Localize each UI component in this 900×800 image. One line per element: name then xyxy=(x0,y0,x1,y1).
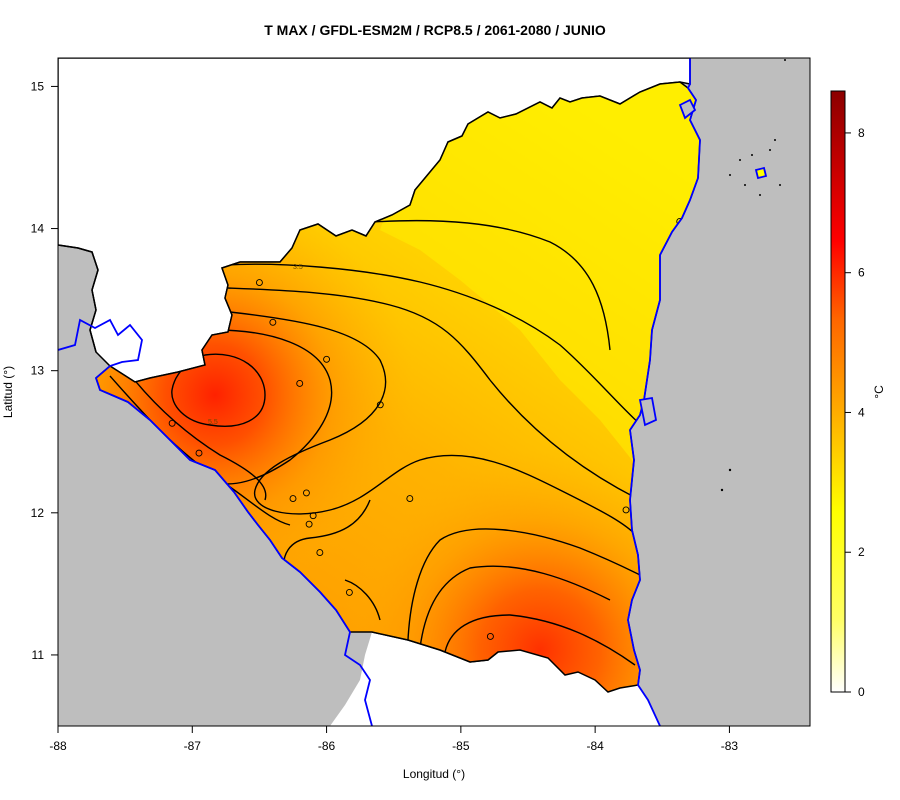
colorbar-gradient xyxy=(830,90,846,693)
station-marker xyxy=(323,355,331,363)
station-marker xyxy=(486,633,494,640)
contour-line xyxy=(209,329,333,485)
contour-line xyxy=(224,263,661,441)
colorbar-tick-label: 2 xyxy=(858,545,865,559)
plot-frame xyxy=(57,57,811,727)
station-marker xyxy=(406,495,414,503)
station-marker xyxy=(309,512,317,520)
colorbar-tick-label: 0 xyxy=(858,685,865,699)
colorbar-tick-label: 8 xyxy=(858,126,865,140)
contour-line xyxy=(227,287,641,501)
contour-line xyxy=(419,565,611,649)
contour-label: 3.5 xyxy=(293,264,303,271)
colorbar-tick-label: 6 xyxy=(858,266,865,280)
x-tick-label: -83 xyxy=(721,739,739,753)
y-tick-label: 11 xyxy=(32,648,45,662)
x-tick-label: -85 xyxy=(452,739,470,753)
y-tick-label: 13 xyxy=(31,364,45,378)
contour-line xyxy=(444,614,636,666)
station-marker xyxy=(255,279,263,287)
y-axis-label: Latitud (°) xyxy=(1,366,15,418)
contour-line xyxy=(344,579,381,621)
x-tick-label: -88 xyxy=(49,739,67,753)
y-axis: 11 12 13 14 15 xyxy=(31,79,58,662)
contour-line xyxy=(407,528,641,641)
station-marker xyxy=(168,419,176,427)
colorbar-ticks: 0 2 4 6 8 xyxy=(845,126,865,699)
x-tick-label: -84 xyxy=(586,739,604,753)
map-title: T MAX / GFDL-ESM2M / RCP8.5 / 2061-2080 … xyxy=(264,22,606,38)
colorbar-tick-label: 4 xyxy=(858,405,865,419)
y-tick-label: 12 xyxy=(31,506,45,520)
cays xyxy=(720,59,786,492)
contour-line xyxy=(127,371,267,501)
x-axis: -88 -87 -86 -85 -84 -83 xyxy=(49,726,738,753)
contour-line xyxy=(171,353,266,427)
station-marker xyxy=(269,318,277,326)
map-plot-area: 3.5 5.5 xyxy=(58,58,810,726)
contour-line xyxy=(283,499,371,576)
contour-label: 5.5 xyxy=(208,419,218,426)
y-tick-label: 15 xyxy=(31,79,45,93)
station-marker xyxy=(622,506,630,514)
contour-line xyxy=(229,311,641,541)
station-marker xyxy=(345,588,353,596)
station-marker xyxy=(289,495,297,503)
station-marker xyxy=(302,489,310,497)
station-marker xyxy=(305,520,313,528)
costa-rica-region xyxy=(330,632,660,726)
x-axis-label: Longitud (°) xyxy=(403,767,465,781)
station-marker xyxy=(376,401,384,409)
colorbar: 0 2 4 6 8 °C xyxy=(830,90,886,699)
station-marker xyxy=(195,449,203,457)
station-marker xyxy=(316,549,324,557)
colorbar-unit-label: °C xyxy=(872,385,886,399)
y-tick-label: 14 xyxy=(31,222,45,236)
x-tick-label: -86 xyxy=(318,739,336,753)
contour-line xyxy=(371,219,611,351)
coastline xyxy=(58,58,768,726)
station-marker xyxy=(296,380,304,387)
contour-lines xyxy=(109,219,661,666)
x-tick-label: -87 xyxy=(184,739,202,753)
